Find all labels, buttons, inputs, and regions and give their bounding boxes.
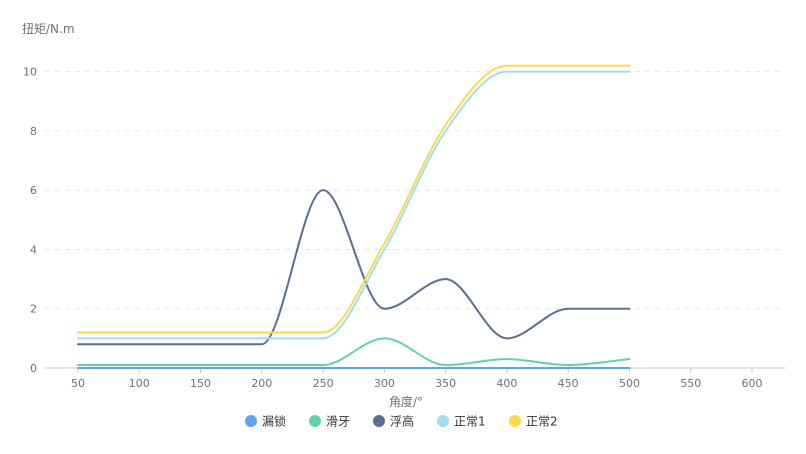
- legend-marker: [373, 415, 385, 427]
- legend-label: 滑牙: [326, 415, 350, 429]
- legend-item[interactable]: 正常1: [437, 415, 486, 429]
- legend-label: 正常2: [526, 415, 558, 429]
- x-tick-label: 200: [251, 377, 272, 390]
- legend-item[interactable]: 浮高: [373, 414, 414, 429]
- series-line-2: [77, 337, 631, 367]
- legend-item[interactable]: 漏锁: [245, 414, 286, 429]
- series-line-4: [77, 70, 631, 340]
- y-tick-label: 8: [30, 125, 37, 138]
- series-lines: [77, 64, 631, 369]
- x-tick-label: 150: [190, 377, 211, 390]
- y-axis-title: 扭矩/N.m: [22, 22, 75, 36]
- x-tick-label: 250: [313, 377, 334, 390]
- x-tick-label: 350: [435, 377, 456, 390]
- y-tick-label: 6: [30, 184, 37, 197]
- x-tick-label: 450: [558, 377, 579, 390]
- x-tick-label: 600: [742, 377, 763, 390]
- legend-label: 漏锁: [262, 414, 286, 429]
- y-tick-label: 4: [30, 243, 37, 256]
- x-axis-ticks: 50 100 150 200 250 300 350 400 450 500 550 600: [71, 368, 763, 390]
- y-tick-label: 10: [23, 66, 37, 79]
- legend-marker: [245, 415, 257, 427]
- legend-label: 正常1: [454, 415, 486, 429]
- legend-marker: [309, 415, 321, 427]
- x-tick-label: 100: [129, 377, 150, 390]
- x-tick-label: 50: [71, 377, 85, 390]
- x-tick-label: 300: [374, 377, 395, 390]
- legend-label: 浮高: [390, 414, 414, 429]
- legend-item[interactable]: 滑牙: [309, 415, 350, 429]
- legend[interactable]: 漏锁 滑牙 浮高 正常1 正常2: [245, 414, 558, 429]
- legend-marker: [437, 415, 449, 427]
- x-tick-label: 400: [496, 377, 517, 390]
- series-line-3: [77, 189, 631, 346]
- x-tick-label: 500: [619, 377, 640, 390]
- legend-marker: [509, 415, 521, 427]
- series-line-5: [77, 64, 631, 334]
- legend-item[interactable]: 正常2: [509, 415, 558, 429]
- y-tick-label: 0: [30, 362, 37, 375]
- y-axis-ticks: 0 2 4 6 8 10: [23, 66, 37, 375]
- x-axis-title: 角度/°: [389, 394, 423, 409]
- y-tick-label: 2: [30, 303, 37, 316]
- x-tick-label: 550: [680, 377, 701, 390]
